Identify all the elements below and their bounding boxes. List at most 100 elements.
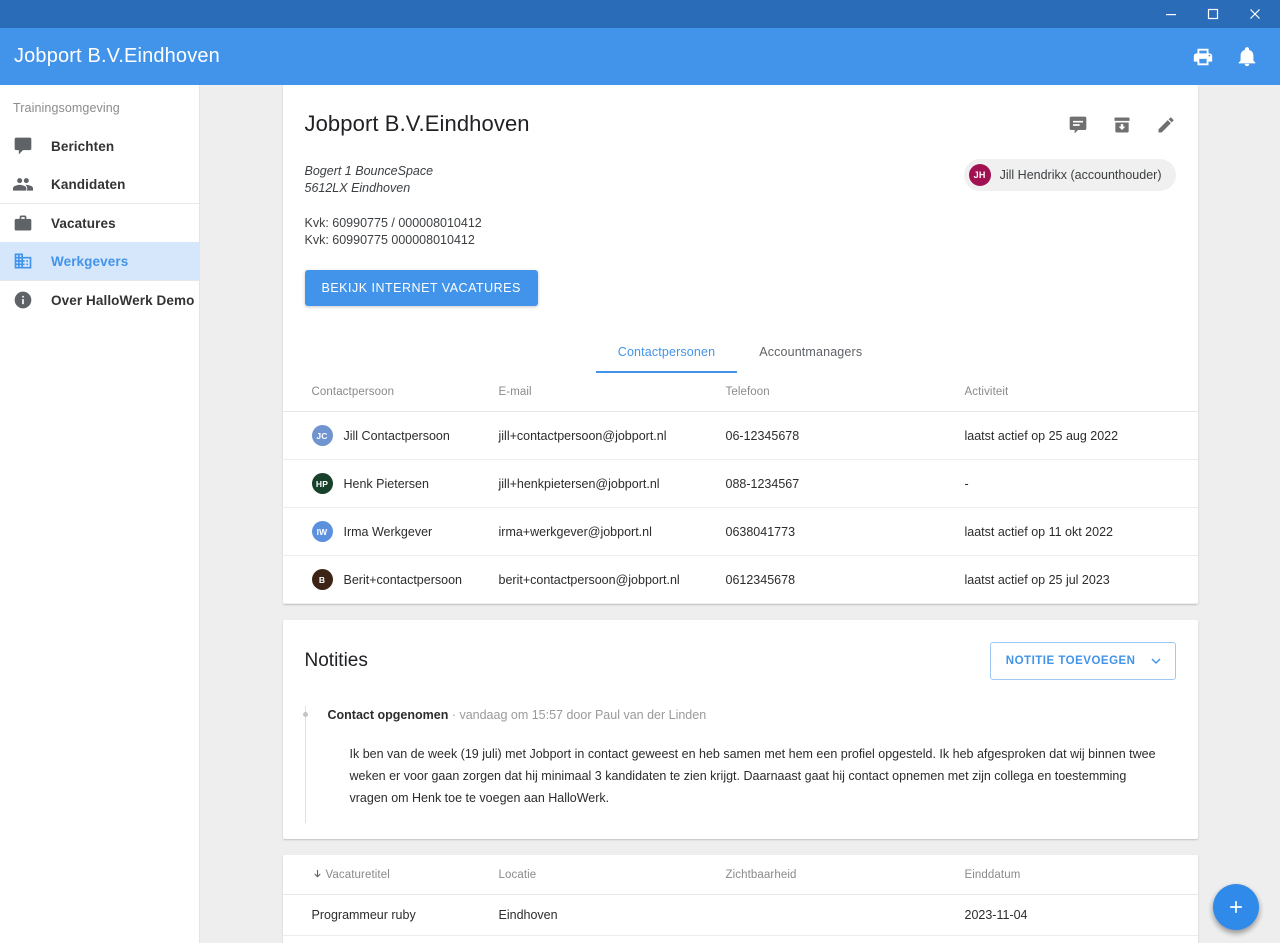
kvk-block: Kvk: 60990775 / 000008010412 Kvk: 609907… bbox=[305, 215, 964, 249]
contact-name: Henk Pietersen bbox=[343, 476, 429, 491]
sidebar-item-label: Over HalloWerk Demo bbox=[51, 292, 195, 308]
sidebar-item-vacatures[interactable]: Vacatures bbox=[0, 204, 199, 242]
avatar: IW bbox=[311, 521, 333, 542]
contact-activity: laatst actief op 25 jul 2023 bbox=[964, 555, 1198, 604]
table-row[interactable]: B Berit+contactpersoon berit+contactpers… bbox=[282, 555, 1198, 604]
column-header-einddatum[interactable]: Einddatum bbox=[964, 855, 1198, 895]
close-icon[interactable] bbox=[1234, 0, 1276, 28]
column-header-label: Vacaturetitel bbox=[325, 869, 390, 881]
app-bar-actions bbox=[1192, 46, 1258, 68]
timeline-dot-icon bbox=[302, 712, 308, 717]
people-icon bbox=[13, 174, 33, 194]
contact-name-cell: JC Jill Contactpersoon bbox=[282, 411, 499, 460]
tab-accountmanagers[interactable]: Accountmanagers bbox=[759, 345, 863, 359]
sidebar: Trainingsomgeving Berichten Kandidaten V… bbox=[0, 85, 200, 943]
contact-name-cell: HP Henk Pietersen bbox=[282, 459, 499, 508]
sidebar-item-berichten[interactable]: Berichten bbox=[0, 127, 199, 165]
table-row[interactable]: JC Jill Contactpersoon jill+contactperso… bbox=[282, 411, 1198, 460]
column-header-email[interactable]: E-mail bbox=[498, 373, 726, 412]
info-icon bbox=[13, 290, 33, 310]
table-row[interactable]: IW Irma Werkgever irma+werkgever@jobport… bbox=[282, 507, 1198, 556]
contact-email: jill+contactpersoon@jobport.nl bbox=[498, 411, 726, 460]
contact-name-cell: IW Irma Werkgever bbox=[282, 507, 499, 556]
accountholder-label: Jill Hendrikx (accounthouder) bbox=[999, 168, 1162, 182]
address-block: Bogert 1 BounceSpace 5612LX Eindhoven bbox=[305, 163, 964, 197]
column-header-zichtbaarheid[interactable]: Zichtbaarheid bbox=[725, 855, 965, 895]
avatar: JH bbox=[968, 164, 991, 186]
note-meta-text: · vandaag om 15:57 door Paul van der Lin… bbox=[448, 708, 707, 722]
vacancy-visibility bbox=[725, 894, 965, 936]
profile-action-icons bbox=[1068, 111, 1176, 135]
contact-name: Jill Contactpersoon bbox=[343, 428, 450, 443]
contact-phone: 088-1234567 bbox=[725, 459, 965, 508]
column-header-vacaturetitel[interactable]: Vacaturetitel bbox=[282, 855, 499, 895]
contact-phone: 06-12345678 bbox=[725, 411, 965, 460]
bell-icon[interactable] bbox=[1236, 46, 1258, 68]
contact-name: Irma Werkgever bbox=[343, 524, 433, 539]
table-row[interactable]: Programmeur ruby Eindhoven 2023-11-04 bbox=[282, 894, 1198, 936]
sidebar-item-over-hallowerk-demo[interactable]: Over HalloWerk Demo bbox=[0, 281, 199, 319]
add-button[interactable] bbox=[1213, 884, 1259, 930]
sidebar-item-label: Berichten bbox=[51, 138, 115, 154]
contact-activity: laatst actief op 25 aug 2022 bbox=[964, 411, 1198, 460]
sidebar-item-label: Werkgevers bbox=[51, 253, 129, 269]
column-header-locatie[interactable]: Locatie bbox=[498, 855, 726, 895]
kvk-line-2: Kvk: 60990775 000008010412 bbox=[304, 233, 475, 247]
table-header-row: Contactpersoon E-mail Telefoon Activitei… bbox=[282, 373, 1198, 412]
contact-name: Berit+contactpersoon bbox=[343, 572, 462, 587]
sidebar-item-label: Kandidaten bbox=[51, 176, 126, 192]
accountholder-chip[interactable]: JH Jill Hendrikx (accounthouder) bbox=[963, 159, 1176, 191]
chat-bubble-icon bbox=[13, 136, 33, 156]
print-icon[interactable] bbox=[1192, 46, 1214, 68]
address-line-2: 5612LX Eindhoven bbox=[304, 181, 411, 195]
sidebar-item-kandidaten[interactable]: Kandidaten bbox=[0, 165, 199, 203]
vacancies-card: Vacaturetitel Locatie Zichtbaarheid Eind… bbox=[282, 855, 1198, 943]
column-header-telefoon[interactable]: Telefoon bbox=[725, 373, 965, 412]
sidebar-item-label: Vacatures bbox=[51, 215, 116, 231]
view-internet-vacancies-button[interactable]: BEKIJK INTERNET VACATURES bbox=[304, 270, 538, 306]
window-titlebar bbox=[0, 0, 1280, 28]
notes-title: Notities bbox=[304, 650, 368, 671]
app-bar: Jobport B.V.Eindhoven bbox=[0, 28, 1280, 85]
vacancies-table: Vacaturetitel Locatie Zichtbaarheid Eind… bbox=[282, 855, 1198, 943]
vacancy-title: Software ontwikkelaar bbox=[282, 935, 499, 943]
minimize-icon[interactable] bbox=[1150, 0, 1192, 28]
tab-bar: Contactpersonen Accountmanagers bbox=[283, 332, 1198, 373]
column-header-contactpersoon[interactable]: Contactpersoon bbox=[282, 373, 499, 412]
contacts-table-body: JC Jill Contactpersoon jill+contactperso… bbox=[282, 411, 1198, 604]
contact-email: berit+contactpersoon@jobport.nl bbox=[498, 555, 726, 604]
table-header-row: Vacaturetitel Locatie Zichtbaarheid Eind… bbox=[282, 855, 1198, 895]
contact-activity: laatst actief op 11 okt 2022 bbox=[964, 507, 1198, 556]
plus-icon bbox=[1226, 897, 1246, 917]
add-note-button[interactable]: NOTITIE TOEVOEGEN bbox=[989, 642, 1176, 680]
main-content: Jobport B.V.Eindhoven Bogert 1 BounceSpa… bbox=[200, 85, 1280, 943]
maximize-icon[interactable] bbox=[1192, 0, 1234, 28]
note-action: Contact opgenomen bbox=[327, 708, 449, 722]
vacancy-title: Programmeur ruby bbox=[282, 894, 499, 936]
contact-phone: 0638041773 bbox=[725, 507, 965, 556]
add-note-label: NOTITIE TOEVOEGEN bbox=[1005, 655, 1136, 667]
table-row[interactable]: HP Henk Pietersen jill+henkpietersen@job… bbox=[282, 459, 1198, 508]
comment-icon[interactable] bbox=[1068, 115, 1088, 135]
edit-pencil-icon[interactable] bbox=[1156, 115, 1176, 135]
vacancy-location: Eindhoven bbox=[498, 894, 726, 936]
vacancy-location: Weert bbox=[498, 935, 726, 943]
archive-icon[interactable] bbox=[1112, 115, 1132, 135]
environment-label: Trainingsomgeving bbox=[13, 101, 120, 115]
sidebar-item-werkgevers[interactable]: Werkgevers bbox=[0, 242, 199, 280]
contact-email: jill+henkpietersen@jobport.nl bbox=[498, 459, 726, 508]
notes-timeline: Contact opgenomen · vandaag om 15:57 doo… bbox=[302, 706, 1176, 823]
kvk-line-1: Kvk: 60990775 / 000008010412 bbox=[304, 216, 482, 230]
avatar: JC bbox=[311, 425, 333, 446]
note-body: Ik ben van de week (19 juli) met Jobport… bbox=[349, 747, 1156, 805]
vacancy-visibility bbox=[725, 935, 965, 943]
address-line-1: Bogert 1 BounceSpace bbox=[304, 164, 434, 178]
note-entry-header: Contact opgenomen · vandaag om 15:57 doo… bbox=[328, 706, 1176, 724]
column-header-activiteit[interactable]: Activiteit bbox=[964, 373, 1198, 412]
contact-name-cell: B Berit+contactpersoon bbox=[282, 555, 499, 604]
table-row[interactable]: Software ontwikkelaar Weert 2024-05-25 bbox=[282, 935, 1198, 943]
contact-activity: - bbox=[964, 459, 1198, 508]
tab-contactpersonen[interactable]: Contactpersonen bbox=[595, 332, 738, 373]
sort-descending-icon bbox=[312, 868, 323, 879]
sidebar-divider bbox=[0, 280, 199, 281]
